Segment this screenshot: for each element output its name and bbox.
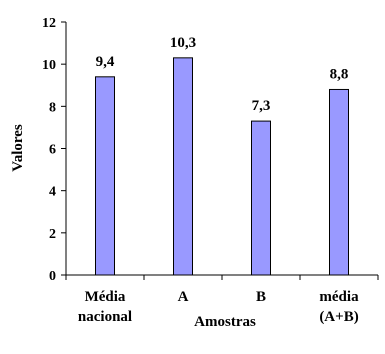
bar	[329, 88, 349, 276]
data-label: 7,3	[252, 98, 271, 114]
bar	[251, 120, 271, 276]
category-label: B	[256, 289, 266, 305]
y-tick-label: 8	[49, 100, 56, 115]
data-labels: 9,4 10,3 7,3 8,8	[96, 35, 349, 114]
category-label: média	[319, 289, 359, 305]
y-tick-label: 6	[49, 143, 56, 158]
data-label: 9,4	[96, 54, 115, 70]
category-label: A	[178, 289, 189, 305]
bar	[173, 57, 193, 276]
bars	[95, 57, 349, 276]
y-tick-label: 2	[49, 227, 56, 242]
x-axis-title: Amostras	[194, 314, 256, 330]
x-axis	[65, 274, 379, 280]
y-tick-label: 12	[42, 16, 56, 31]
bar	[95, 76, 115, 276]
data-label: 8,8	[330, 66, 349, 82]
y-tick-label: 0	[49, 269, 56, 284]
y-tick-label: 4	[49, 185, 56, 200]
category-label: nacional	[78, 309, 132, 325]
y-tick-label: 10	[42, 58, 56, 73]
category-label: (A+B)	[319, 309, 358, 325]
category-label: Média	[85, 289, 126, 305]
y-axis-title: Valores	[10, 124, 26, 172]
data-label: 10,3	[170, 35, 196, 51]
y-axis: 0 2 4 6 8 10 12	[42, 16, 67, 284]
